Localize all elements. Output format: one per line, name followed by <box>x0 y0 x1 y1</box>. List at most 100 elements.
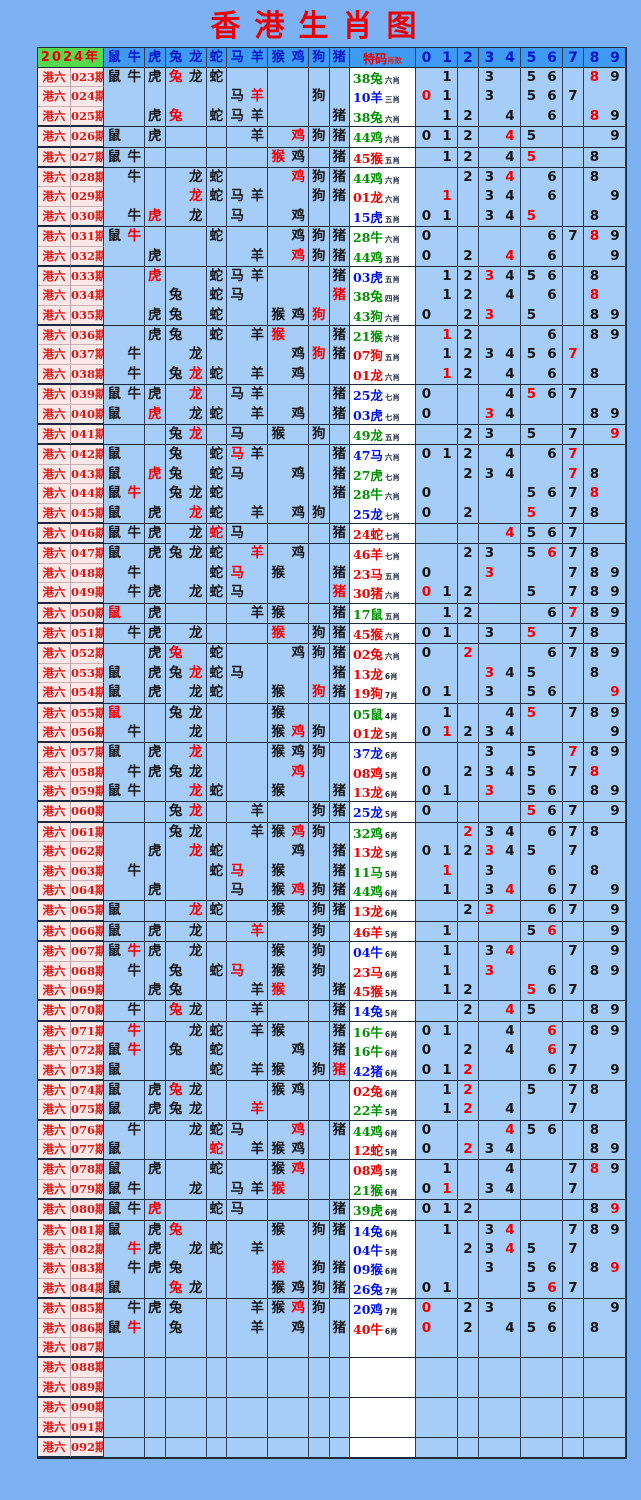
table-row-030: 港六 030期牛虎龙马鸡 15虎 五肖 0 1 3 4 5 8 <box>38 206 626 228</box>
zodiac-cell-猴: 猴 <box>271 1300 286 1317</box>
zodiac-count: 6肖 <box>384 1267 398 1277</box>
special-cell <box>350 1377 416 1398</box>
zodiac-cell-羊 <box>248 881 268 901</box>
zodiac-cell-鼠 <box>104 1121 125 1140</box>
zodiac-count: 四肖 <box>384 294 400 304</box>
digit-cell-8: 8 <box>589 365 600 382</box>
zodiac-cell-猪 <box>330 1140 350 1160</box>
zodiac-cell-羊: 羊 <box>248 1001 268 1021</box>
digit-cell-3: 3 <box>484 465 495 482</box>
digit-cell-2: 2 <box>458 503 479 523</box>
digit-cell-2 <box>458 87 479 107</box>
row-prefix-cell: 港六 <box>38 603 71 623</box>
digit-cell-0: 0 <box>421 128 432 145</box>
digit-cell-2 <box>458 1398 479 1418</box>
digit-cell-0 <box>416 187 437 206</box>
zodiac-cell-猪 <box>330 1437 350 1458</box>
zodiac-cell-狗: 狗 <box>309 1278 330 1299</box>
zodiac-cell-鸡 <box>289 1220 309 1241</box>
period-cell: 082期 <box>71 1240 104 1260</box>
digit-cell-9: 9 <box>605 68 626 88</box>
zodiac-cell-蛇: 蛇 <box>207 842 227 862</box>
digit-cell-1: 1 <box>437 106 458 127</box>
zodiac-cell-龙 <box>186 961 207 981</box>
period-cell: 048期 <box>71 563 104 584</box>
row-prefix-cell: 港六 <box>38 305 71 326</box>
special-number: 04牛 <box>353 945 383 961</box>
zodiac-cell-兔 <box>166 1418 187 1437</box>
digit-cell-7 <box>563 127 584 147</box>
digit-cell-2: 2 <box>458 345 479 365</box>
special-cell: 44鸡 6肖 <box>350 881 416 901</box>
special-number: 25龙 <box>353 805 383 821</box>
zodiac-cell-龙: 龙 <box>186 544 207 564</box>
zodiac-cell-猪 <box>330 1398 350 1418</box>
zodiac-cell-虎: 虎 <box>145 623 166 644</box>
zodiac-cell-羊: 羊 <box>248 404 268 425</box>
period-cell: 063期 <box>71 861 104 882</box>
zodiac-cell-兔 <box>166 345 187 364</box>
zodiac-cell-蛇: 蛇 <box>207 663 227 684</box>
zodiac-cell-猪 <box>330 68 350 88</box>
digit-cell-4: 4 <box>500 206 521 227</box>
digit-cell-4 <box>500 1437 521 1458</box>
special-cell: 45猴 五肖 <box>350 147 416 167</box>
zodiac-cell-牛: 牛 <box>125 1299 145 1319</box>
zodiac-cell-虎: 虎 <box>145 106 166 127</box>
zodiac-cell-猴 <box>268 644 289 663</box>
period-cell: 075期 <box>71 1100 104 1120</box>
special-cell: 39虎 6肖 <box>350 1200 416 1220</box>
digit-cell-3: 3 <box>484 763 495 780</box>
zodiac-count: 5肖 <box>384 988 398 998</box>
zodiac-cell-龙: 龙 <box>186 583 207 603</box>
special-number: 27虎 <box>353 467 383 483</box>
zodiac-cell-猪 <box>330 1080 350 1101</box>
zodiac-cell-鼠: 鼠 <box>107 902 122 919</box>
digit-cell-1: 1 <box>437 881 458 901</box>
digit-cell-2 <box>458 206 479 227</box>
zodiac-count: 6肖 <box>384 950 398 960</box>
zodiac-cell-鸡: 鸡 <box>289 206 309 227</box>
digit-cell-0: 0 <box>421 386 432 403</box>
zodiac-cell-马: 马 <box>230 564 245 581</box>
digit-cell-8 <box>584 1180 605 1199</box>
special-number: 49龙 <box>353 428 383 444</box>
row-prefix-cell: 港六 <box>38 286 71 306</box>
zodiac-cell-猪: 猪 <box>330 603 350 623</box>
period-cell: 025期 <box>71 106 104 127</box>
digit-cell-2 <box>458 187 479 207</box>
zodiac-cell-龙: 龙 <box>186 345 207 365</box>
digit-cell-4 <box>500 901 521 921</box>
zodiac-cell-牛 <box>125 445 145 465</box>
zodiac-cell-虎 <box>145 1437 166 1458</box>
special-cell: 25龙 5肖 <box>350 802 416 822</box>
zodiac-cell-狗: 狗 <box>309 942 330 962</box>
digit-cell-1: 1 <box>437 842 458 862</box>
zodiac-cell-牛: 牛 <box>125 782 145 802</box>
zodiac-cell-马 <box>227 127 248 146</box>
table-row-044: 港六 044期鼠牛兔龙蛇猪 28牛 六肖 0 5 6 7 8 <box>38 484 626 504</box>
zodiac-cell-牛 <box>125 881 145 901</box>
digit-cell-0: 0 <box>421 1319 432 1336</box>
zodiac-cell-蛇 <box>207 1220 227 1241</box>
special-cell: 21猴 六肖 <box>350 326 416 346</box>
digit-cell-7: 7 <box>563 762 584 783</box>
period-cell: 087期 <box>71 1338 104 1358</box>
digit-cell-8 <box>584 1418 605 1437</box>
zodiac-cell-鸡: 鸡 <box>289 822 309 843</box>
digit-cell-9: 9 <box>605 743 626 763</box>
special-cell: 47马 六肖 <box>350 445 416 465</box>
digit-cell-9: 9 <box>605 901 626 921</box>
zodiac-cell-狗 <box>309 1179 330 1200</box>
digit-cell-1: 1 <box>437 87 458 107</box>
zodiac-cell-马 <box>227 842 248 861</box>
digit-cell-3 <box>479 127 500 146</box>
digit-cell-3 <box>479 1398 500 1417</box>
zodiac-cell-兔 <box>166 168 187 187</box>
digit-cell-3: 3 <box>484 862 495 879</box>
digit-cell-8: 8 <box>589 267 600 284</box>
zodiac-cell-猴 <box>268 1100 289 1119</box>
zodiac-cell-猴 <box>268 504 289 523</box>
zodiac-cell-龙: 龙 <box>186 663 207 684</box>
special-sublabel: 肖数 <box>387 56 402 65</box>
